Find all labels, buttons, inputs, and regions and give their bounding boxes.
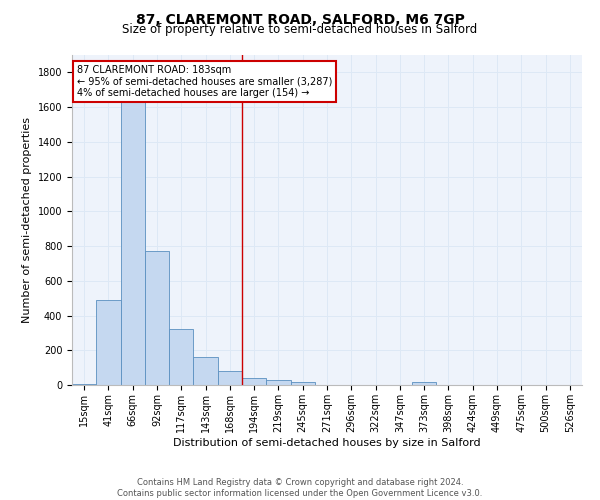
Bar	[242, 378, 266, 385]
Text: Size of property relative to semi-detached houses in Salford: Size of property relative to semi-detach…	[122, 22, 478, 36]
Bar	[145, 252, 169, 385]
Y-axis label: Number of semi-detached properties: Number of semi-detached properties	[22, 117, 32, 323]
Bar	[121, 102, 145, 385]
Bar	[96, 300, 121, 385]
Text: 87 CLAREMONT ROAD: 183sqm
← 95% of semi-detached houses are smaller (3,287)
4% o: 87 CLAREMONT ROAD: 183sqm ← 95% of semi-…	[77, 65, 332, 98]
Bar	[290, 382, 315, 385]
Bar	[218, 371, 242, 385]
Bar	[169, 328, 193, 385]
X-axis label: Distribution of semi-detached houses by size in Salford: Distribution of semi-detached houses by …	[173, 438, 481, 448]
Text: Contains HM Land Registry data © Crown copyright and database right 2024.
Contai: Contains HM Land Registry data © Crown c…	[118, 478, 482, 498]
Bar	[412, 382, 436, 385]
Text: 87, CLAREMONT ROAD, SALFORD, M6 7GP: 87, CLAREMONT ROAD, SALFORD, M6 7GP	[136, 12, 464, 26]
Bar	[193, 357, 218, 385]
Bar	[72, 384, 96, 385]
Bar	[266, 380, 290, 385]
